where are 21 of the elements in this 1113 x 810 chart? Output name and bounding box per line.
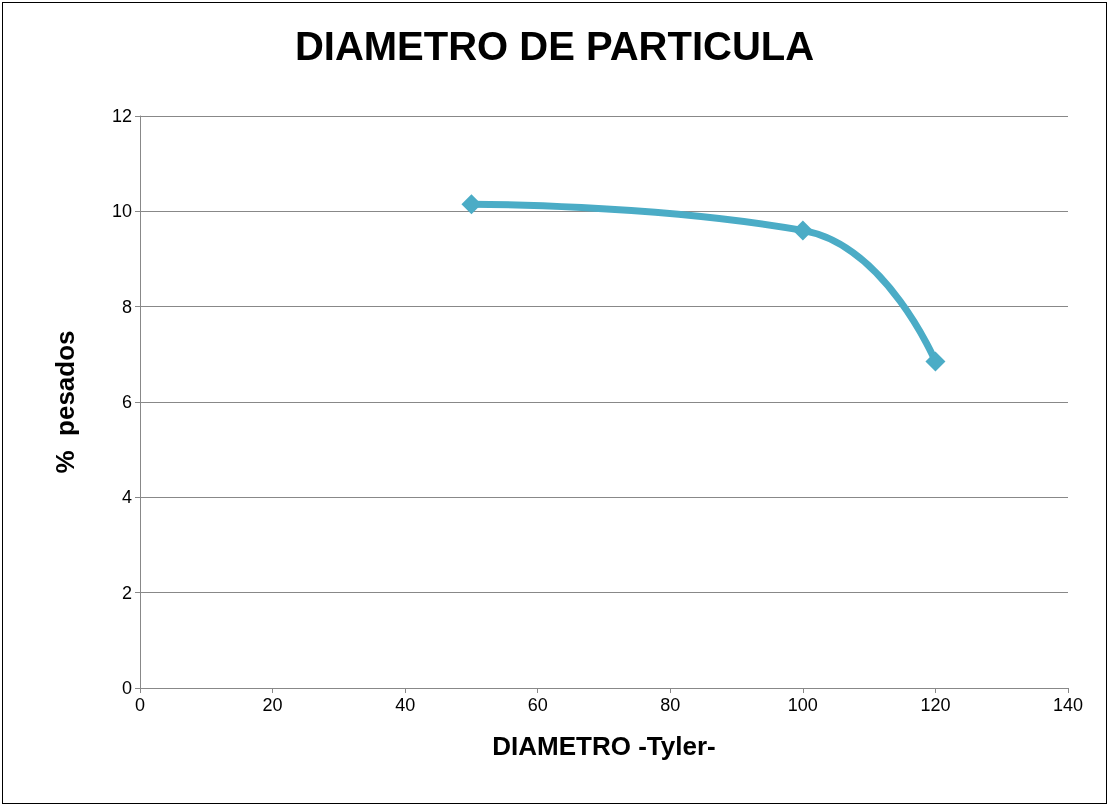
point bbox=[461, 194, 482, 215]
y-tick-label: 4 bbox=[121, 487, 132, 508]
y-tick-label: 6 bbox=[121, 392, 132, 412]
y-tick-label: 10 bbox=[111, 201, 132, 222]
x-tick-label: 60 bbox=[527, 695, 548, 715]
point bbox=[925, 351, 946, 372]
point bbox=[792, 220, 813, 241]
y-tick-label: 12 bbox=[111, 106, 132, 126]
x-axis-title: DIAMETRO -Tyler- bbox=[492, 731, 716, 761]
x-tick-label: 80 bbox=[660, 695, 681, 715]
x-tick-label: 20 bbox=[262, 695, 283, 715]
x-tick-label: 100 bbox=[787, 695, 818, 715]
x-tick-label: 120 bbox=[920, 695, 951, 715]
x-tick-label: 40 bbox=[395, 695, 416, 715]
y-tick-label: 0 bbox=[121, 678, 132, 698]
y-axis-title: % pesados bbox=[50, 330, 80, 474]
y-tick-label: 8 bbox=[121, 296, 132, 317]
x-tick-label: 0 bbox=[134, 695, 146, 715]
chart-title: DIAMETRO DE PARTICULA bbox=[294, 24, 815, 68]
y-tick-label: 2 bbox=[121, 582, 132, 603]
x-tick-label: 140 bbox=[1052, 695, 1084, 715]
